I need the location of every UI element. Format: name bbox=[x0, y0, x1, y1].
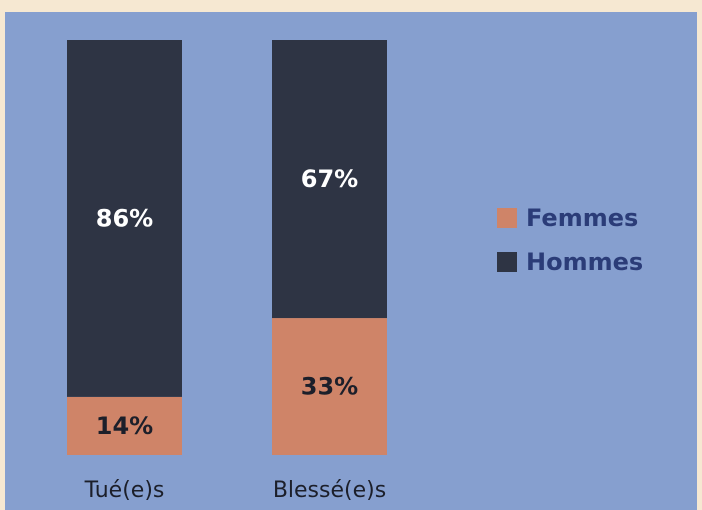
legend-label: Femmes bbox=[526, 204, 638, 232]
legend-label: Hommes bbox=[526, 248, 643, 276]
value-label: 14% bbox=[96, 412, 153, 440]
bar-segment bbox=[67, 396, 182, 455]
value-label: 86% bbox=[96, 204, 153, 232]
value-label: 33% bbox=[301, 373, 358, 401]
legend-swatch bbox=[497, 252, 517, 272]
x-tick-label: Blessé(e)s bbox=[273, 478, 386, 503]
bar-segment bbox=[272, 318, 387, 455]
legend-swatch bbox=[497, 208, 517, 228]
value-label: 67% bbox=[301, 165, 358, 193]
bar-segment bbox=[67, 40, 182, 397]
bar-segment bbox=[272, 40, 387, 319]
x-tick-label: Tué(e)s bbox=[84, 478, 165, 503]
